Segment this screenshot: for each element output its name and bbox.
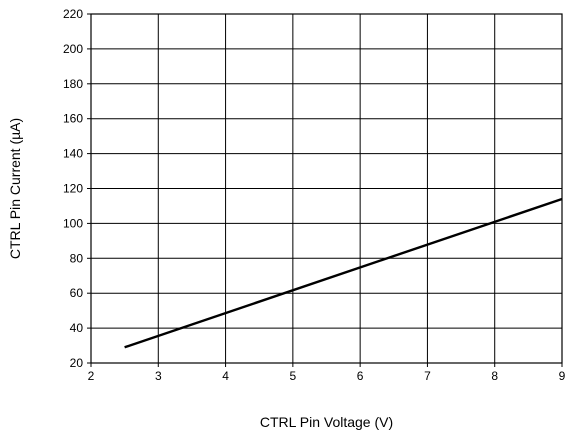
- grid: [91, 14, 562, 363]
- x-tick-label: 3: [155, 369, 162, 383]
- x-tick-label: 4: [222, 369, 229, 383]
- y-tick-label: 40: [70, 321, 84, 335]
- x-axis-label: CTRL Pin Voltage (V): [260, 414, 393, 430]
- x-tick-label: 2: [88, 369, 95, 383]
- y-tick-label: 140: [63, 147, 83, 161]
- y-tick-label: 60: [70, 286, 84, 300]
- y-tick-label: 20: [70, 356, 84, 370]
- series-layer: [124, 197, 563, 349]
- ticks: [87, 13, 563, 367]
- y-tick-label: 220: [63, 7, 83, 21]
- y-tick-label: 100: [63, 216, 83, 230]
- x-tick-label: 7: [424, 369, 431, 383]
- y-tick-label: 80: [70, 251, 84, 265]
- series-line: [124, 197, 563, 349]
- y-tick-label: 200: [63, 42, 83, 56]
- y-tick-label: 120: [63, 182, 83, 196]
- tick-labels: 2 3 4 5 6 7 8 9 20 40 60 80 100 120 140 160 180 200 220: [63, 7, 566, 383]
- y-tick-label: 160: [63, 112, 83, 126]
- x-tick-label: 6: [357, 369, 364, 383]
- x-tick-label: 5: [290, 369, 297, 383]
- y-axis-label: CTRL Pin Current (µA): [7, 118, 23, 259]
- x-tick-label: 8: [491, 369, 498, 383]
- y-tick-label: 180: [63, 77, 83, 91]
- x-tick-label: 9: [559, 369, 566, 383]
